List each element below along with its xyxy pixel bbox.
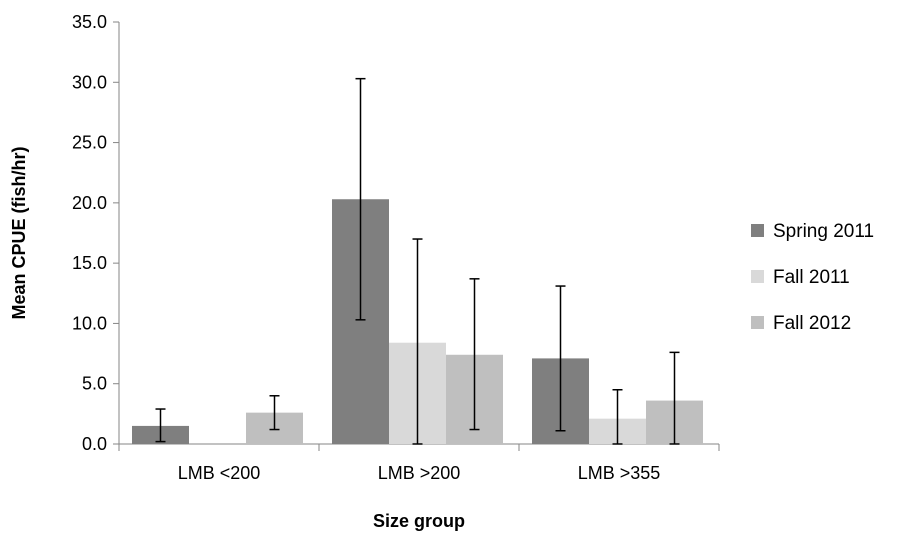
x-axis-title: Size group xyxy=(373,511,465,531)
x-axis: LMB <200 LMB >200 LMB >355 xyxy=(118,443,720,483)
y-tick-label: 25.0 xyxy=(72,133,107,153)
legend-label: Fall 2011 xyxy=(773,267,850,288)
legend-swatch xyxy=(751,224,764,237)
y-axis-title: Mean CPUE (fish/hr) xyxy=(9,146,29,319)
legend-label: Fall 2012 xyxy=(773,313,851,334)
y-tick-label: 35.0 xyxy=(72,12,107,32)
y-tick-label: 15.0 xyxy=(72,253,107,273)
legend-swatch xyxy=(751,270,764,283)
y-tick-label: 5.0 xyxy=(82,374,107,394)
x-tick-label: LMB >200 xyxy=(378,463,461,483)
x-tick-label: LMB >355 xyxy=(578,463,661,483)
y-tick-label: 10.0 xyxy=(72,313,107,333)
y-tick-label: 30.0 xyxy=(72,72,107,92)
x-tick-label: LMB <200 xyxy=(178,463,261,483)
legend-label: Spring 2011 xyxy=(773,221,874,242)
legend: Spring 2011 Fall 2011 Fall 2012 xyxy=(751,221,874,334)
y-tick-label: 20.0 xyxy=(72,193,107,213)
y-axis: 0.0 5.0 10.0 15.0 20.0 25.0 30.0 35.0 xyxy=(72,12,120,454)
error-bars xyxy=(155,77,680,445)
y-tick-label: 0.0 xyxy=(82,434,107,454)
legend-swatch xyxy=(751,316,764,329)
